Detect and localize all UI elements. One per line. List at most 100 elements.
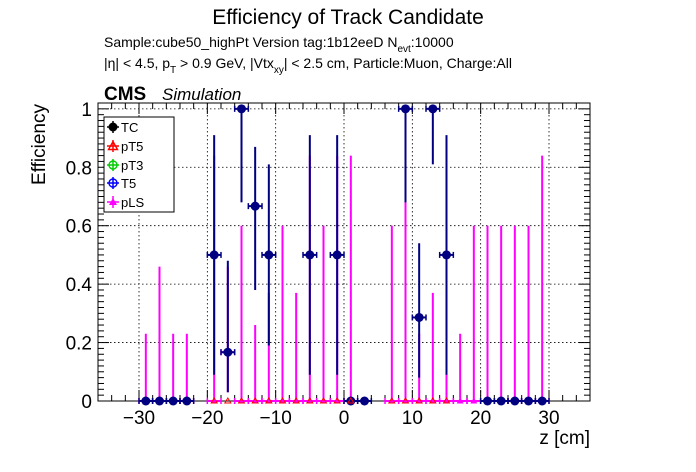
pt5-marker bbox=[278, 397, 287, 404]
cuts-info-sub2: xy bbox=[274, 65, 284, 76]
legend-label-tc: TC bbox=[121, 120, 138, 135]
chart-title: Efficiency of Track Candidate bbox=[212, 6, 484, 29]
x-tick-label: 10 bbox=[402, 408, 423, 429]
pt5-marker bbox=[319, 397, 328, 404]
pt5-marker bbox=[305, 397, 314, 404]
tc-marker bbox=[168, 396, 178, 406]
pt5-marker bbox=[237, 397, 246, 404]
legend-label-pls: pLS bbox=[121, 195, 144, 210]
pls-marker bbox=[306, 397, 314, 404]
cuts-info-c: | < 2.5 cm, Particle:Muon, Charge:All bbox=[284, 55, 512, 71]
tc-marker bbox=[141, 396, 151, 406]
pls-marker bbox=[210, 397, 218, 404]
pls-marker bbox=[470, 397, 478, 404]
pt5-marker bbox=[442, 397, 451, 404]
legend-marker-tc bbox=[108, 122, 118, 132]
pt5-marker bbox=[251, 397, 260, 404]
legend: TC pT5 pT3 T5 pLS bbox=[103, 116, 175, 213]
legend-marker-t5 bbox=[108, 178, 118, 188]
pls-marker bbox=[279, 397, 286, 404]
sample-info-tail: :10000 bbox=[411, 34, 454, 50]
legend-entry-tc: TC bbox=[107, 120, 138, 135]
x-tick-label: −20 bbox=[191, 408, 223, 429]
y-tick-label: 0 bbox=[81, 392, 92, 413]
pt5-marker bbox=[428, 397, 437, 404]
cuts-info-sub1: T bbox=[170, 65, 176, 76]
y-tick-label: 0.4 bbox=[66, 275, 93, 296]
tc-marker bbox=[483, 396, 492, 406]
pls-marker bbox=[429, 397, 437, 404]
pls-marker bbox=[320, 397, 327, 404]
pt5-marker bbox=[387, 397, 396, 404]
simulation-label: Simulation bbox=[162, 85, 241, 104]
x-tick-label: 0 bbox=[339, 408, 350, 429]
pls-marker bbox=[456, 397, 464, 404]
sample-info: Sample:cube50_highPt Version tag:1b12eeD… bbox=[104, 34, 454, 55]
pls-marker bbox=[292, 397, 300, 404]
legend-label-t5: T5 bbox=[121, 176, 136, 191]
legend-entry-pls: pLS bbox=[107, 195, 144, 210]
tc-marker bbox=[209, 250, 219, 260]
legend-marker-pt3 bbox=[108, 160, 118, 170]
x-tick-label: −10 bbox=[260, 408, 292, 429]
y-tick-label: 1 bbox=[81, 100, 92, 121]
tc-marker bbox=[305, 250, 315, 260]
legend-marker-pt5 bbox=[107, 140, 119, 151]
legend-entry-pt3: pT3 bbox=[107, 158, 143, 173]
axes: −30 −20 −10 0 10 20 30 0 0.2 0.4 0.6 0.8 1 bbox=[66, 100, 591, 429]
cms-label: CMS bbox=[104, 84, 146, 105]
tc-marker bbox=[414, 312, 424, 322]
pls-marker bbox=[415, 397, 423, 404]
tc-marker bbox=[332, 250, 342, 260]
pt5-marker bbox=[292, 397, 301, 404]
tc-marker bbox=[496, 396, 506, 406]
x-tick-label: 30 bbox=[538, 408, 559, 429]
sample-info-sub: evt bbox=[397, 44, 411, 55]
tc-marker bbox=[428, 104, 438, 114]
tc-marker bbox=[182, 396, 192, 406]
tc-marker bbox=[360, 396, 369, 406]
cuts-info-a: |η| < 4.5, p bbox=[104, 55, 170, 71]
pls-marker bbox=[333, 397, 341, 404]
tc-marker bbox=[442, 250, 451, 260]
pt5-marker bbox=[415, 397, 424, 404]
pt5-marker bbox=[210, 397, 219, 404]
legend-label-pt3: pT3 bbox=[121, 158, 143, 173]
legend-entry-t5: T5 bbox=[107, 176, 136, 191]
tc-marker bbox=[524, 396, 533, 406]
tc-marker bbox=[155, 396, 164, 406]
pt5-marker bbox=[346, 397, 355, 404]
pls-marker bbox=[443, 397, 450, 404]
pls-marker bbox=[388, 397, 396, 404]
x-axis-label: z [cm] bbox=[539, 428, 590, 449]
pls-marker bbox=[251, 397, 259, 404]
pt5-marker bbox=[401, 397, 410, 404]
pt5-marker bbox=[333, 397, 342, 404]
x-tick-label: 20 bbox=[470, 408, 491, 429]
legend-marker-pls bbox=[109, 198, 117, 205]
pt5-marker bbox=[223, 397, 232, 404]
cuts-info: |η| < 4.5, pT > 0.9 GeV, |Vtxxy| < 2.5 c… bbox=[104, 55, 512, 76]
pt5-marker bbox=[264, 397, 273, 404]
tc-marker bbox=[401, 104, 410, 114]
y-tick-label: 0.2 bbox=[66, 334, 92, 355]
pls-marker bbox=[402, 397, 409, 404]
tc-marker bbox=[237, 104, 246, 114]
data-marks bbox=[138, 104, 550, 406]
tc-marker bbox=[250, 201, 260, 211]
pls-marker bbox=[265, 397, 273, 404]
x-tick-label: −30 bbox=[123, 408, 155, 429]
sample-info-text: Sample:cube50_highPt Version tag:1b12eeD… bbox=[104, 34, 397, 50]
y-tick-label: 0.8 bbox=[66, 158, 92, 179]
y-axis-label: Efficiency bbox=[29, 104, 50, 185]
y-tick-label: 0.6 bbox=[66, 217, 92, 238]
cuts-info-b: > 0.9 GeV, |Vtx bbox=[176, 55, 274, 71]
tc-marker bbox=[510, 396, 520, 406]
tc-marker bbox=[537, 396, 547, 406]
tc-marker bbox=[264, 250, 274, 260]
pls-marker bbox=[238, 397, 245, 404]
tc-marker bbox=[223, 347, 233, 357]
legend-entry-pt5: pT5 bbox=[107, 139, 143, 154]
legend-label-pt5: pT5 bbox=[121, 139, 143, 154]
